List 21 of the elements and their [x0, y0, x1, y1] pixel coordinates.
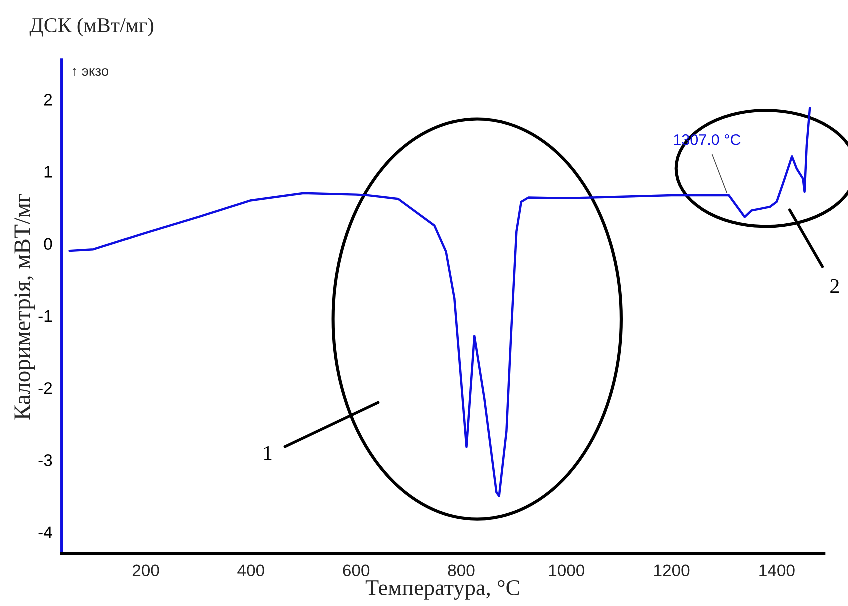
- x-tick-label: 200: [132, 564, 160, 577]
- x-tick-label: 600: [343, 564, 370, 577]
- annotation: ↑ экзо: [72, 68, 109, 76]
- x-tick-label: 1200: [654, 564, 690, 577]
- annotation: 1: [264, 446, 272, 460]
- y-tick-label: 0: [44, 238, 52, 250]
- x-tick-label: 1400: [760, 564, 795, 577]
- x-axis-title: Температура, °C: [366, 580, 520, 600]
- y-tick-label: -1: [38, 310, 52, 322]
- y-axis-title: Калориметрія, мВТ/мг: [14, 194, 36, 420]
- x-tick-label: 800: [448, 564, 475, 577]
- x-tick-label: 1000: [549, 564, 585, 577]
- text: 2: [830, 279, 839, 294]
- chart-title: ДСК (мВт/мг): [30, 18, 154, 37]
- y-tick-label: -4: [38, 526, 52, 538]
- y-tick-label: -2: [38, 382, 52, 394]
- y-tick-label: -3: [38, 454, 52, 466]
- line-series: [68, 107, 812, 498]
- x-tick-label: 400: [238, 564, 264, 577]
- y-tick-label: 2: [44, 94, 52, 106]
- y-tick-label: 1: [44, 166, 52, 178]
